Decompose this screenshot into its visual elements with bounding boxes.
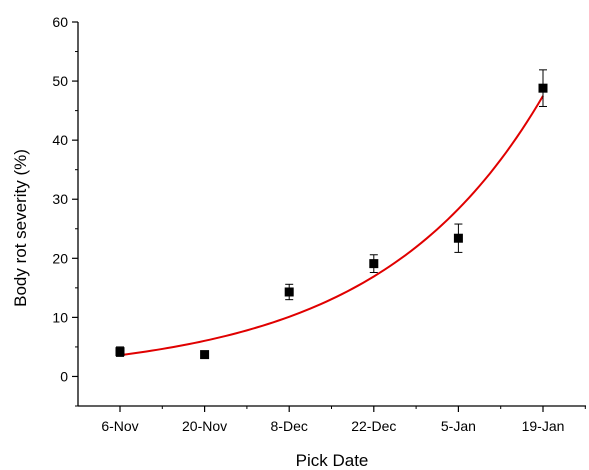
axes: 0 10 20 30 40 50 60 6-Nov 20-Nov 8-Dec 22-Dec 5-Jan… bbox=[52, 14, 586, 434]
data-point bbox=[284, 287, 294, 297]
y-tick-label: 20 bbox=[52, 250, 68, 266]
y-tick-label: 0 bbox=[60, 368, 68, 384]
y-tick-label: 40 bbox=[52, 132, 68, 148]
x-tick-label: 22-Dec bbox=[351, 418, 396, 434]
data-point bbox=[538, 83, 548, 93]
x-axis-label: Pick Date bbox=[296, 451, 369, 470]
x-tick-label: 5-Jan bbox=[441, 418, 476, 434]
y-axis-label: Body rot severity (%) bbox=[11, 149, 30, 307]
x-tick-label: 6-Nov bbox=[101, 418, 138, 434]
x-tick-label: 19-Jan bbox=[522, 418, 565, 434]
y-tick-label: 60 bbox=[52, 14, 68, 30]
data-point bbox=[453, 233, 463, 243]
x-tick-label: 8-Dec bbox=[271, 418, 308, 434]
y-tick-label: 50 bbox=[52, 73, 68, 89]
fit-curve-layer bbox=[119, 95, 544, 357]
y-tick-label: 10 bbox=[52, 309, 68, 325]
y-tick-label: 30 bbox=[52, 191, 68, 207]
data-point bbox=[369, 259, 379, 269]
x-tick-label: 20-Nov bbox=[182, 418, 227, 434]
data-point bbox=[200, 350, 210, 360]
data-points-layer bbox=[115, 69, 548, 360]
data-point bbox=[115, 347, 125, 357]
fit-curve bbox=[119, 95, 544, 357]
